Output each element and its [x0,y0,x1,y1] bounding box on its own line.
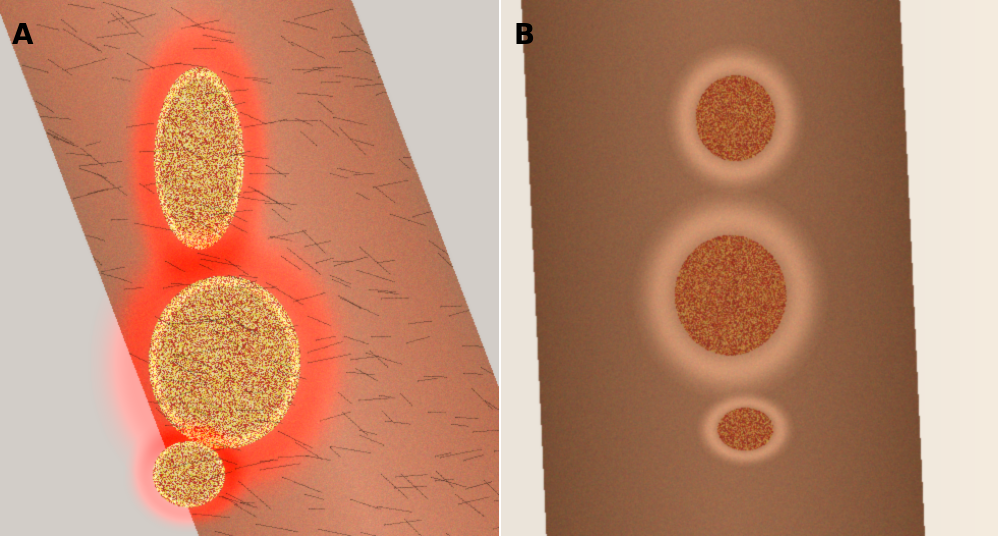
Text: B: B [513,23,534,50]
Text: A: A [12,23,34,50]
